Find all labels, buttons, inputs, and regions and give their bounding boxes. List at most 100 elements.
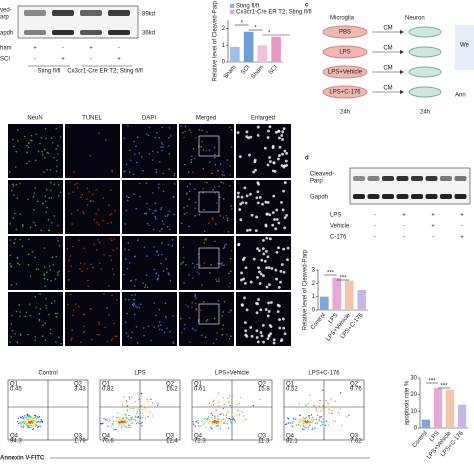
cell <box>268 160 272 163</box>
cell <box>37 150 40 153</box>
event <box>116 419 119 421</box>
cell <box>83 212 85 215</box>
cell <box>282 270 286 274</box>
cell <box>19 311 21 313</box>
cell <box>26 144 28 147</box>
event <box>107 418 109 420</box>
cell <box>153 246 155 248</box>
cell <box>265 236 269 240</box>
event <box>146 398 148 400</box>
event <box>243 420 245 422</box>
event <box>209 421 211 423</box>
cell <box>180 125 183 128</box>
label: Cx3cr1-Cre ER T2; Sting fl/fl <box>236 10 312 16</box>
label: 0 <box>312 308 316 314</box>
label: Relative level of Cleaved-Parp <box>213 0 219 81</box>
cell <box>172 196 175 199</box>
event <box>104 419 107 421</box>
band <box>367 194 380 199</box>
event <box>292 417 294 419</box>
event <box>222 422 224 424</box>
event <box>235 421 237 423</box>
event <box>144 410 147 412</box>
label: Merged <box>196 116 216 122</box>
cell <box>19 213 22 215</box>
label: Q4 <box>102 434 111 440</box>
cell <box>156 131 158 134</box>
event <box>297 424 300 426</box>
cell <box>274 131 278 134</box>
cell <box>84 263 86 265</box>
event <box>32 421 34 423</box>
cell <box>254 168 257 172</box>
cell <box>147 134 150 137</box>
micrograph <box>65 124 120 178</box>
cell <box>135 325 138 328</box>
event <box>30 426 32 428</box>
event <box>309 394 311 396</box>
event <box>211 428 213 430</box>
cell <box>225 243 228 246</box>
label: + <box>460 213 464 219</box>
event <box>228 417 231 420</box>
label: 15.8 <box>258 387 270 393</box>
cell <box>71 223 73 225</box>
cell <box>168 228 171 231</box>
label: 11.3 <box>258 439 270 445</box>
bar <box>319 296 329 310</box>
label: Sting fl/fl <box>37 69 60 75</box>
event <box>291 422 294 424</box>
cell <box>215 338 218 340</box>
cell <box>246 229 249 232</box>
event <box>322 405 324 407</box>
cell <box>170 135 172 137</box>
event <box>139 405 142 407</box>
cell <box>160 242 163 244</box>
cell <box>104 326 107 329</box>
event <box>142 417 144 419</box>
cell <box>164 302 167 305</box>
legend-swatch <box>230 10 234 14</box>
cell <box>222 198 225 200</box>
event <box>310 421 312 423</box>
cell <box>181 261 184 264</box>
event <box>213 399 215 401</box>
event <box>202 419 204 421</box>
cell <box>9 222 11 225</box>
band <box>425 176 438 181</box>
cell <box>10 336 13 338</box>
event <box>308 414 310 417</box>
label: LPS <box>134 371 145 377</box>
label: - <box>118 46 120 52</box>
cell <box>225 214 228 217</box>
cell <box>55 127 58 130</box>
cell <box>272 341 276 345</box>
cell <box>40 229 43 232</box>
event <box>322 408 325 410</box>
cell <box>81 193 83 196</box>
micrograph <box>8 236 63 290</box>
cell <box>15 183 18 186</box>
event <box>311 416 314 419</box>
cell <box>28 160 30 163</box>
cell <box>9 171 11 173</box>
event <box>29 421 31 423</box>
cell <box>272 194 276 198</box>
cell <box>265 266 268 270</box>
label: + <box>33 46 37 52</box>
cell <box>195 302 197 305</box>
cell <box>44 148 46 151</box>
event <box>134 400 137 402</box>
cell <box>278 154 281 157</box>
event <box>227 402 230 404</box>
cell <box>282 326 286 330</box>
dish <box>408 66 442 78</box>
cell <box>50 189 52 192</box>
cell <box>186 205 189 207</box>
label: Ann <box>455 93 466 99</box>
cell <box>123 137 126 140</box>
cell <box>131 331 133 333</box>
cell <box>83 325 85 328</box>
event <box>229 404 231 407</box>
cell <box>163 331 166 334</box>
